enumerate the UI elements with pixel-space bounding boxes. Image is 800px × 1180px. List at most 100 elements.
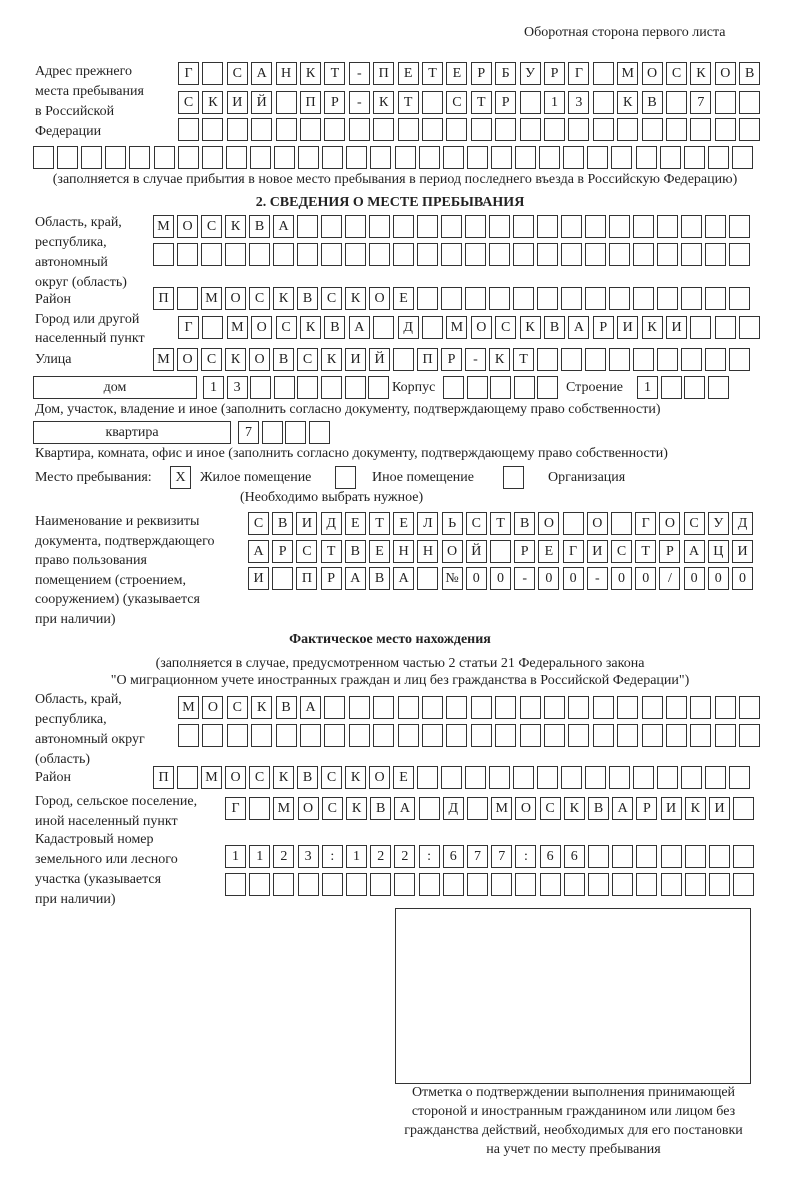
document-cell[interactable]: Е (538, 540, 560, 563)
city-cell[interactable]: И (617, 316, 639, 339)
region-cell[interactable] (729, 215, 750, 238)
prev-address-cell[interactable] (57, 146, 79, 169)
actual-region-cell[interactable] (592, 724, 614, 747)
prev-address-cell[interactable]: С (446, 91, 468, 114)
prev-address-cell[interactable] (202, 62, 224, 85)
cadastral-cell[interactable] (612, 873, 634, 896)
district-cell[interactable]: О (225, 287, 246, 310)
region-cell[interactable] (201, 243, 222, 266)
prev-address-cell[interactable] (373, 118, 395, 141)
cadastral-cell[interactable] (588, 873, 609, 896)
region-cell[interactable]: М (153, 215, 174, 238)
city-cell[interactable]: Д (397, 316, 419, 339)
prev-address-cell[interactable]: И (226, 91, 248, 114)
street-cell[interactable]: М (153, 348, 174, 371)
region-cell[interactable] (321, 243, 342, 266)
actual-region-cell[interactable] (251, 724, 273, 747)
prev-address-cell[interactable]: 7 (690, 91, 712, 114)
prev-address-cell[interactable] (666, 91, 687, 114)
region-cell[interactable]: К (225, 215, 246, 238)
street-cell[interactable]: Й (369, 348, 390, 371)
prev-address-cell[interactable] (397, 118, 419, 141)
region-cell[interactable] (393, 243, 414, 266)
region-cell[interactable] (489, 243, 510, 266)
prev-address-cell[interactable]: О (641, 62, 663, 85)
cadastral-cell[interactable]: 6 (539, 845, 561, 868)
city-cell[interactable] (373, 316, 395, 339)
cadastral-cell[interactable] (394, 873, 416, 896)
document-cell[interactable]: О (659, 512, 681, 535)
prev-address-cell[interactable] (707, 146, 729, 169)
document-cell[interactable]: А (393, 567, 415, 590)
actual-region-cell[interactable] (690, 696, 712, 719)
document-cell[interactable]: В (369, 567, 390, 590)
district-cell[interactable]: К (273, 287, 294, 310)
document-cell[interactable]: В (514, 512, 536, 535)
document-cell[interactable]: С (465, 512, 487, 535)
actual-region-cell[interactable] (739, 724, 761, 747)
prev-address-cell[interactable] (370, 146, 392, 169)
prev-address-cell[interactable]: К (373, 91, 395, 114)
street-cell[interactable]: - (465, 348, 486, 371)
actual-district-cell[interactable] (537, 766, 558, 789)
region-cell[interactable] (513, 243, 534, 266)
cadastral-cell[interactable] (491, 873, 513, 896)
document-cell[interactable]: И (248, 567, 269, 590)
cadastral-cell[interactable] (467, 873, 488, 896)
region-cell[interactable] (609, 243, 630, 266)
document-cell[interactable]: И (732, 540, 753, 563)
prev-address-cell[interactable] (587, 146, 609, 169)
prev-address-cell[interactable]: Н (275, 62, 297, 85)
actual-region-cell[interactable] (544, 696, 565, 719)
actual-district-cell[interactable] (609, 766, 630, 789)
prev-address-cell[interactable]: Т (324, 62, 346, 85)
region-cell[interactable] (657, 243, 678, 266)
prev-address-cell[interactable] (739, 91, 761, 114)
prev-address-cell[interactable]: Т (397, 91, 419, 114)
actual-region-cell[interactable] (470, 696, 492, 719)
cadastral-cell[interactable] (225, 873, 246, 896)
actual-region-cell[interactable] (348, 696, 370, 719)
actual-district-cell[interactable]: О (225, 766, 246, 789)
prev-address-cell[interactable] (275, 91, 297, 114)
city-cell[interactable]: Р (592, 316, 614, 339)
region-cell[interactable] (561, 243, 582, 266)
prev-address-cell[interactable] (33, 146, 54, 169)
actual-region-cell[interactable] (226, 724, 248, 747)
actual-region-cell[interactable] (617, 724, 639, 747)
city-cell[interactable]: И (666, 316, 687, 339)
prev-address-cell[interactable] (592, 62, 614, 85)
city-cell[interactable]: М (226, 316, 248, 339)
actual-region-cell[interactable] (592, 696, 614, 719)
document-cell[interactable]: О (441, 540, 463, 563)
prev-address-cell[interactable] (201, 146, 223, 169)
region-cell[interactable] (561, 215, 582, 238)
district-cell[interactable] (705, 287, 726, 310)
street-cell[interactable] (729, 348, 750, 371)
region-cell[interactable] (465, 243, 486, 266)
region-cell[interactable] (441, 243, 462, 266)
street-cell[interactable]: П (417, 348, 438, 371)
cadastral-cell[interactable] (660, 873, 682, 896)
district-cell[interactable] (489, 287, 510, 310)
document-cell[interactable]: А (344, 567, 366, 590)
actual-district-cell[interactable]: В (297, 766, 318, 789)
street-cell[interactable]: К (225, 348, 246, 371)
document-cell[interactable]: С (683, 512, 705, 535)
actual-city-cell[interactable]: О (297, 797, 319, 820)
prev-address-cell[interactable]: Г (178, 62, 199, 85)
document-cell[interactable]: Г (562, 540, 584, 563)
city-cell[interactable] (690, 316, 712, 339)
document-cell[interactable]: № (441, 567, 463, 590)
actual-district-cell[interactable] (441, 766, 462, 789)
prev-address-cell[interactable]: К (617, 91, 639, 114)
cadastral-cell[interactable] (563, 873, 585, 896)
prev-address-cell[interactable] (666, 118, 687, 141)
cadastral-cell[interactable]: 1 (225, 845, 246, 868)
cadastral-cell[interactable] (515, 873, 537, 896)
prev-address-cell[interactable]: О (714, 62, 736, 85)
cadastral-cell[interactable] (709, 873, 730, 896)
actual-city-cell[interactable]: А (394, 797, 416, 820)
region-cell[interactable] (345, 243, 366, 266)
actual-district-cell[interactable] (585, 766, 606, 789)
